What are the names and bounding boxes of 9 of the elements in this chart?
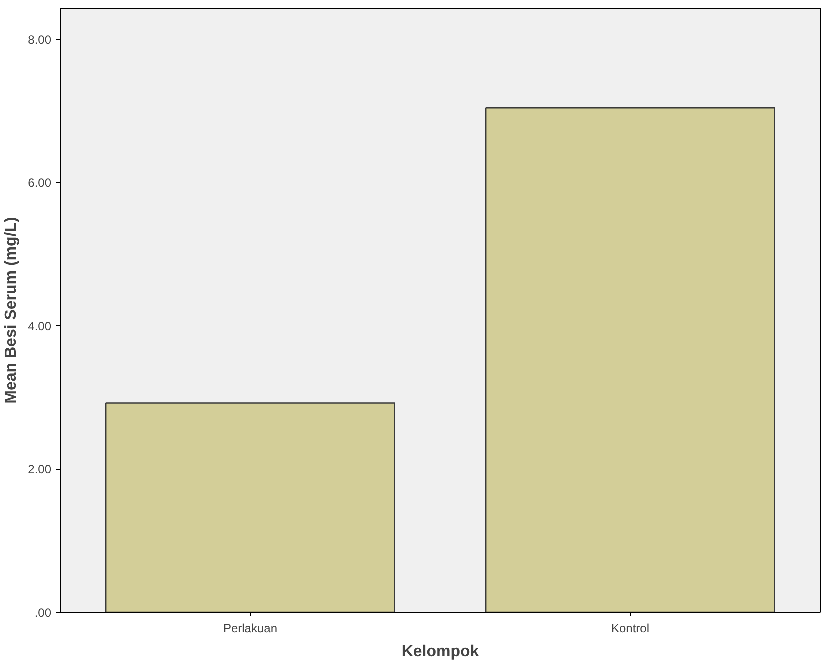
- y-tick-label: 6.00: [28, 176, 52, 190]
- y-tick-label: 4.00: [28, 319, 52, 334]
- y-axis-title: Mean Besi Serum (mg/L): [3, 217, 20, 404]
- y-tick-label: 8.00: [28, 32, 52, 47]
- x-tick-label: Kontrol: [611, 622, 650, 636]
- x-tick-label: Perlakuan: [223, 622, 278, 636]
- y-tick-label: .00: [34, 606, 52, 620]
- y-tick-label: 2.00: [28, 462, 52, 477]
- x-axis-title: Kelompok: [402, 644, 480, 660]
